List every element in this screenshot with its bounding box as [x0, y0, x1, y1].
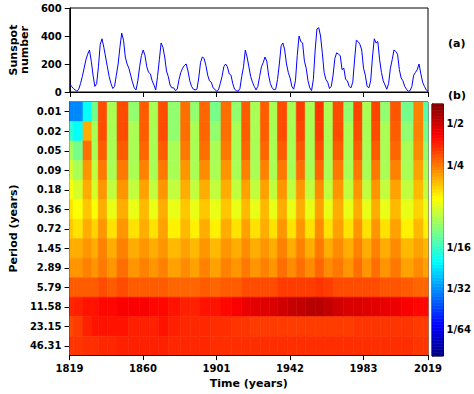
svg-text:Period (years): Period (years)	[7, 185, 20, 273]
svg-text:1/32: 1/32	[446, 283, 471, 294]
svg-text:5.79: 5.79	[37, 282, 62, 293]
svg-text:1983: 1983	[350, 363, 378, 374]
svg-text:1/2: 1/2	[446, 118, 464, 129]
svg-text:0.18: 0.18	[37, 184, 62, 195]
svg-text:0.72: 0.72	[37, 223, 62, 234]
svg-text:0.36: 0.36	[37, 204, 62, 215]
svg-text:1942: 1942	[276, 363, 304, 374]
svg-text:number: number	[18, 25, 31, 73]
svg-text:1.45: 1.45	[37, 243, 62, 254]
svg-text:0.05: 0.05	[37, 145, 62, 156]
svg-text:11.58: 11.58	[30, 301, 62, 312]
svg-text:0.09: 0.09	[37, 165, 62, 176]
svg-text:0: 0	[55, 87, 62, 98]
svg-text:200: 200	[41, 59, 62, 70]
svg-text:2.89: 2.89	[37, 262, 62, 273]
svg-text:(a): (a)	[448, 37, 465, 50]
svg-text:(b): (b)	[448, 89, 466, 102]
svg-text:1/4: 1/4	[446, 160, 464, 171]
svg-text:1819: 1819	[56, 363, 84, 374]
svg-text:1860: 1860	[129, 363, 157, 374]
svg-text:2019: 2019	[414, 363, 442, 374]
svg-text:1/16: 1/16	[446, 242, 471, 253]
svg-text:1/64: 1/64	[446, 324, 471, 335]
svg-text:Sunspot: Sunspot	[7, 24, 20, 76]
svg-text:0.01: 0.01	[37, 106, 62, 117]
svg-text:0.02: 0.02	[37, 126, 62, 137]
svg-text:Time (years): Time (years)	[210, 377, 288, 390]
svg-text:1901: 1901	[203, 363, 231, 374]
svg-text:23.15: 23.15	[30, 321, 62, 332]
svg-text:600: 600	[41, 3, 62, 14]
svg-text:400: 400	[41, 31, 62, 42]
svg-text:46.31: 46.31	[30, 340, 62, 351]
